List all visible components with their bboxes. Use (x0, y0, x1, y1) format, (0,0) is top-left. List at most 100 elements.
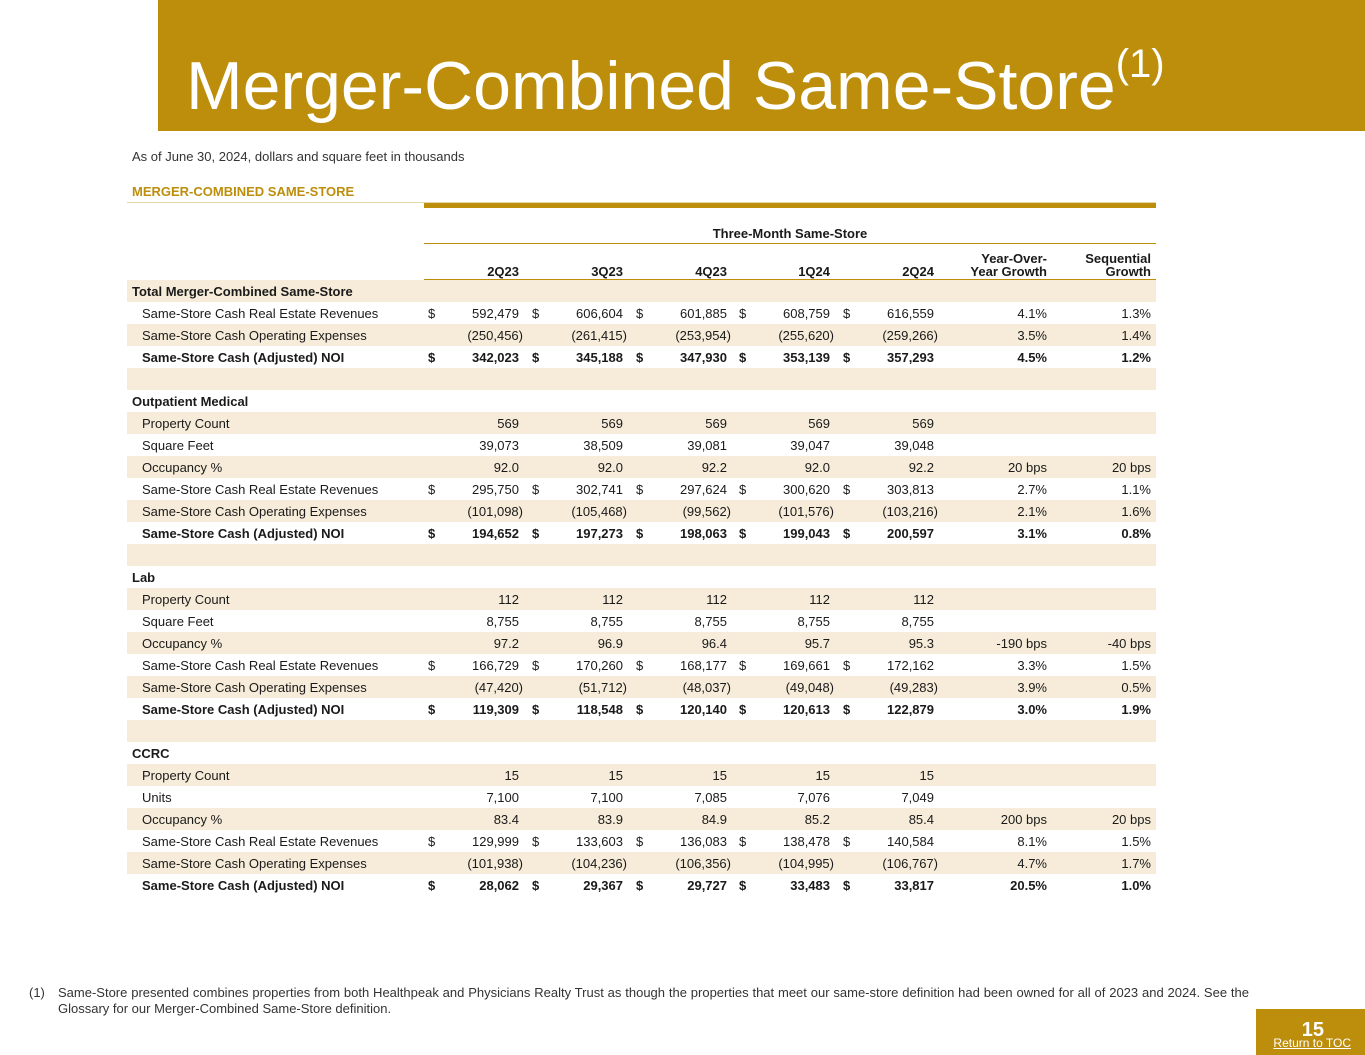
table-cell: 92.2 (908, 460, 934, 475)
table-cell: 342,023 (472, 350, 519, 365)
table-cell: 168,177 (680, 658, 727, 673)
column-header-1: 2Q23 (487, 264, 519, 279)
table-cell: 1.5% (1121, 834, 1151, 849)
column-header-5: 2Q24 (902, 264, 934, 279)
table-cell: 120,613 (783, 702, 830, 717)
dollar-sign: $ (532, 482, 540, 497)
section-header-row: Total Merger-Combined Same-Store (127, 280, 1156, 302)
table-cell: 15 (504, 768, 519, 783)
dollar-sign: $ (636, 702, 644, 717)
row-label: Same-Store Cash Operating Expenses (142, 856, 367, 871)
table-cell: 92.0 (493, 460, 519, 475)
dollar-sign: $ (843, 702, 851, 717)
table-cell: 1.0% (1121, 878, 1151, 893)
table-cell: 3.5% (1017, 328, 1047, 343)
table-row: Same-Store Cash Real Estate Revenues $129… (127, 830, 1156, 852)
table-cell: 295,750 (472, 482, 519, 497)
table-cell: 140,584 (887, 834, 934, 849)
table-cell: 2.1% (1017, 504, 1047, 519)
row-label: Total Merger-Combined Same-Store (132, 284, 353, 299)
table-cell: 345,188 (576, 350, 623, 365)
dollar-sign: $ (843, 306, 851, 321)
table-cell: (261,415) (571, 328, 627, 343)
table-cell: (104,995) (778, 856, 834, 871)
section-header-row: Lab (127, 566, 1156, 588)
group-header: Three-Month Same-Store (712, 226, 868, 241)
table-cell: 96.4 (701, 636, 727, 651)
row-label: Same-Store Cash (Adjusted) NOI (142, 526, 345, 541)
table-cell: 616,559 (887, 306, 934, 321)
table-row: Same-Store Cash Real Estate Revenues $295… (127, 478, 1156, 500)
table-row: Same-Store Cash Operating Expenses (250,4… (127, 324, 1156, 346)
table-cell: 200 bps (1000, 812, 1047, 827)
table-cell: (49,048) (785, 680, 834, 695)
table-cell: 353,139 (783, 350, 830, 365)
table-cell: 347,930 (680, 350, 727, 365)
column-header-7: Sequential Growth (1085, 251, 1151, 279)
row-label: Same-Store Cash Real Estate Revenues (142, 306, 379, 321)
column-header-6: Year-Over- Year Growth (970, 251, 1047, 279)
table-cell: 15 (712, 768, 727, 783)
dollar-sign: $ (428, 482, 436, 497)
table-cell: 3.3% (1017, 658, 1047, 673)
table-cell: 39,048 (894, 438, 934, 453)
row-label: Property Count (142, 768, 230, 783)
table-cell: 569 (912, 416, 934, 431)
row-label: Same-Store Cash Real Estate Revenues (142, 482, 379, 497)
table-cell: 197,273 (576, 526, 623, 541)
table-cell: 170,260 (576, 658, 623, 673)
dollar-sign: $ (636, 658, 644, 673)
table-cell: 1.3% (1121, 306, 1151, 321)
table-cell: 3.9% (1017, 680, 1047, 695)
table-cell: 39,081 (687, 438, 727, 453)
table-cell: (51,712) (578, 680, 627, 695)
table-cell: (253,954) (675, 328, 731, 343)
spacer-row (127, 720, 1156, 742)
table-cell: 15 (815, 768, 830, 783)
table-row: Units 7,100 7,100 7,085 7,076 7,049 (127, 786, 1156, 808)
row-label: Property Count (142, 592, 230, 607)
dollar-sign: $ (636, 350, 644, 365)
table-row: Square Feet 8,755 8,755 8,755 8,755 8,755 (127, 610, 1156, 632)
footnote: (1) Same-Store presented combines proper… (29, 985, 1249, 1017)
table-cell: 1.7% (1121, 856, 1151, 871)
table-cell: 118,548 (576, 702, 623, 717)
table-cell: 38,509 (583, 438, 623, 453)
footnote-mark: (1) (29, 985, 45, 1000)
table-cell: 92.0 (597, 460, 623, 475)
dollar-sign: $ (739, 658, 747, 673)
dollar-sign: $ (739, 526, 747, 541)
table-cell: 7,049 (901, 790, 934, 805)
dollar-sign: $ (428, 702, 436, 717)
table-cell: 20 bps (1111, 460, 1151, 475)
table-cell: 0.5% (1121, 680, 1151, 695)
table-cell: 4.5% (1017, 350, 1047, 365)
page-number-box: 15 Return to TOC (1256, 1009, 1365, 1055)
table-cell: (250,456) (467, 328, 523, 343)
table-cell: (259,266) (882, 328, 938, 343)
table-cell: 1.1% (1121, 482, 1151, 497)
dollar-sign: $ (739, 350, 747, 365)
table-cell: 83.9 (597, 812, 623, 827)
dollar-sign: $ (532, 878, 540, 893)
table-cell: 8,755 (486, 614, 519, 629)
row-label: Property Count (142, 416, 230, 431)
return-to-toc-link[interactable]: Return to TOC (1273, 1036, 1351, 1050)
table-cell: -40 bps (1107, 636, 1151, 651)
table-cell: 8,755 (901, 614, 934, 629)
spacer-row (127, 368, 1156, 390)
table-cell: 39,073 (479, 438, 519, 453)
table-cell: 297,624 (680, 482, 727, 497)
table-row: Occupancy % 97.2 96.9 96.4 95.7 95.3 -190 bps -… (127, 632, 1156, 654)
table-cell: 3.0% (1017, 702, 1047, 717)
dollar-sign: $ (739, 306, 747, 321)
row-label: Units (142, 790, 172, 805)
table-cell: 33,483 (790, 878, 830, 893)
table-cell: (49,283) (889, 680, 938, 695)
table-cell: (101,576) (778, 504, 834, 519)
table-cell: 8,755 (590, 614, 623, 629)
table-row: Same-Store Cash (Adjusted) NOI $119,309 $1… (127, 698, 1156, 720)
table-cell: -190 bps (996, 636, 1047, 651)
table-cell: 608,759 (783, 306, 830, 321)
table-cell: 112 (498, 592, 519, 607)
